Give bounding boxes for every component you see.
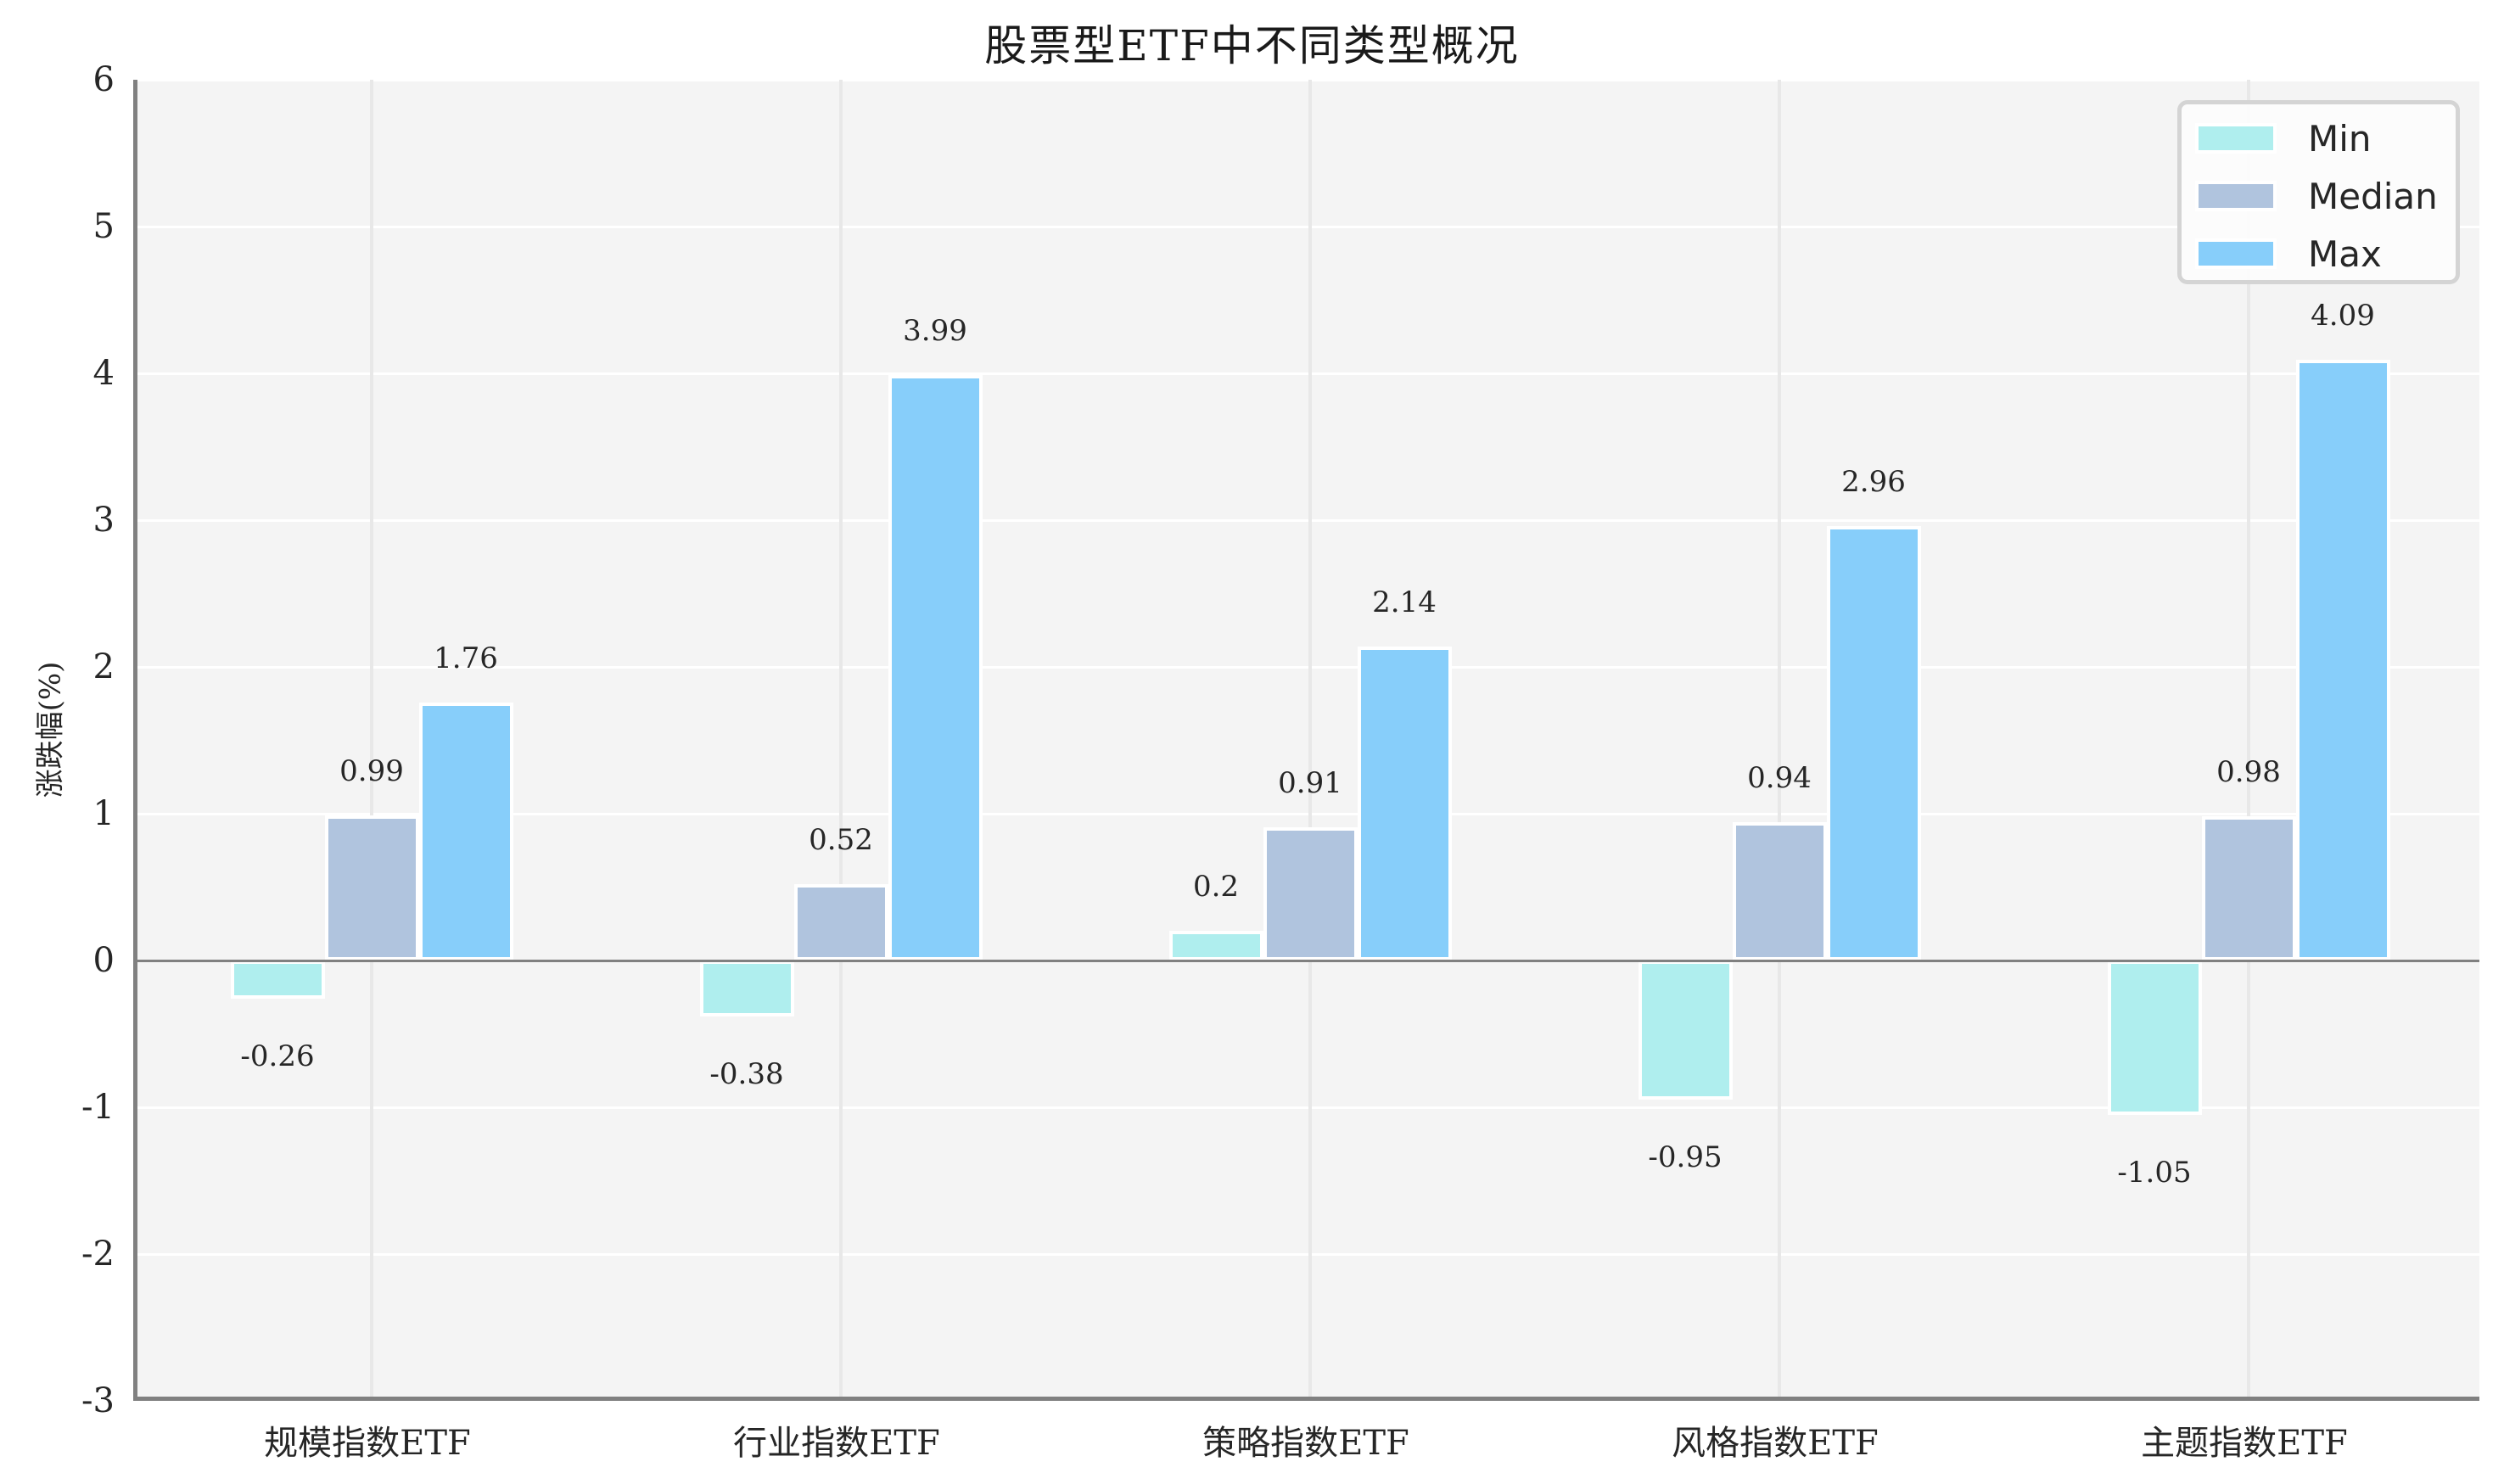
bar-max: [1826, 525, 1921, 960]
y-tick-label: -3: [81, 1381, 115, 1420]
value-label: 0.2: [1192, 870, 1240, 904]
value-label: -0.95: [1648, 1140, 1723, 1175]
value-label: 0.52: [809, 823, 873, 858]
value-label: 4.09: [2311, 299, 2375, 333]
bar-max: [1357, 646, 1452, 960]
gridline-vertical: [2247, 80, 2250, 1397]
value-label: -1.05: [2117, 1155, 2192, 1190]
gridline-vertical: [1778, 80, 1781, 1397]
value-label: 3.99: [903, 313, 967, 348]
bar-min: [1638, 960, 1733, 1100]
legend-label-max: Max: [2308, 232, 2382, 275]
legend-item-median: Median: [2195, 176, 2438, 217]
y-tick-label: 2: [92, 647, 115, 686]
y-tick-label: 5: [92, 207, 115, 246]
legend-swatch-max: [2195, 238, 2277, 269]
x-tick-label: 策略指数ETF: [1202, 1424, 1409, 1463]
bar-min: [2107, 960, 2202, 1115]
legend: Min Median Max: [2177, 100, 2460, 284]
value-label: 1.76: [434, 641, 498, 675]
y-tick-label: -1: [81, 1088, 115, 1127]
x-tick-label: 规模指数ETF: [264, 1424, 471, 1463]
y-tick-label: 6: [92, 60, 115, 99]
value-label: -0.26: [240, 1039, 315, 1073]
x-tick-label: 行业指数ETF: [733, 1424, 940, 1463]
value-label: -0.38: [709, 1056, 784, 1091]
bar-max: [2295, 360, 2390, 960]
legend-label-min: Min: [2308, 117, 2372, 160]
bar-max: [418, 702, 513, 960]
value-label: 0.91: [1278, 765, 1342, 800]
value-label: 0.98: [2216, 755, 2281, 790]
y-tick-label: 0: [92, 941, 115, 980]
bar-min: [230, 960, 325, 999]
gridline-vertical: [1308, 80, 1312, 1397]
bar-median: [2201, 816, 2296, 960]
y-tick-label: -2: [81, 1235, 115, 1274]
legend-label-median: Median: [2308, 175, 2438, 217]
chart-title: 股票型ETF中不同类型概况: [984, 21, 1520, 70]
bar-median: [324, 815, 419, 960]
y-tick-label: 3: [92, 501, 115, 540]
bar-median: [1732, 822, 1827, 960]
bar-min: [699, 960, 794, 1016]
x-tick-label: 主题指数ETF: [2141, 1424, 2348, 1463]
bar-min: [1168, 931, 1263, 960]
bar-median: [1263, 826, 1358, 960]
value-label: 0.99: [339, 753, 404, 788]
gridline-vertical: [370, 80, 373, 1397]
legend-swatch-median: [2195, 181, 2277, 211]
gridline-vertical: [839, 80, 843, 1397]
value-label: 0.94: [1747, 761, 1812, 796]
bar-max: [888, 374, 983, 960]
bar-median: [793, 884, 888, 960]
legend-item-max: Max: [2195, 233, 2382, 275]
plot-area: -0.26 -0.38 0.2 -0.95 -1.05 0.99 0.52 0.91 0.94 0…: [133, 79, 2479, 1401]
legend-item-min: Min: [2195, 118, 2372, 160]
x-tick-label: 风格指数ETF: [1672, 1424, 1879, 1463]
zero-line: [137, 960, 2479, 962]
y-tick-label: 1: [92, 794, 115, 833]
value-label: 2.96: [1841, 464, 1906, 499]
legend-swatch-min: [2195, 123, 2277, 154]
y-tick-label: 4: [92, 354, 115, 393]
value-label: 2.14: [1372, 585, 1437, 619]
